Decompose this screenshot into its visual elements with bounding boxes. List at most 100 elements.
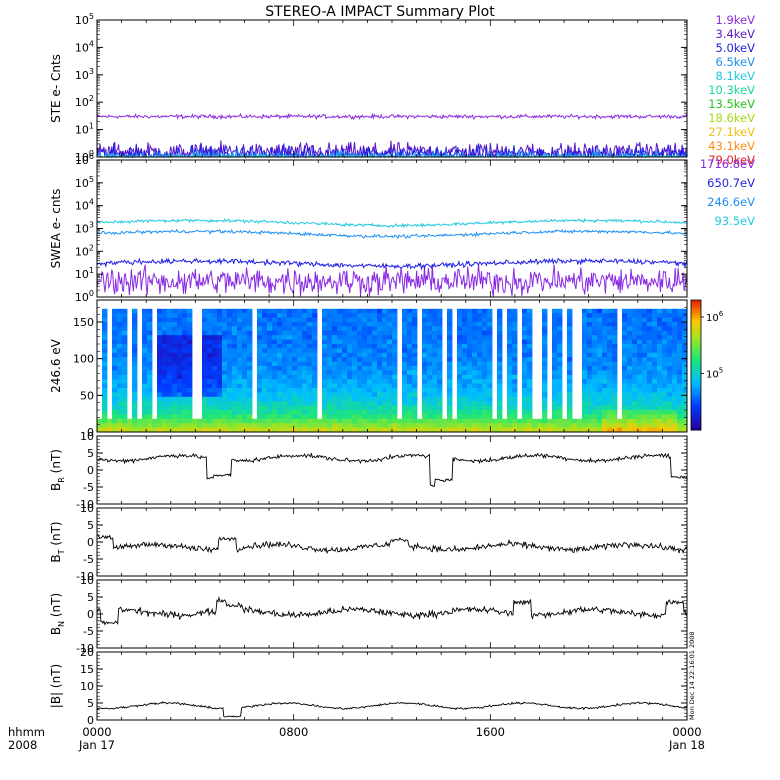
spectrogram-cell	[377, 317, 383, 323]
spectrogram-cell	[567, 392, 573, 398]
spectrogram-cell	[507, 330, 513, 336]
spectrogram-cell	[567, 396, 573, 402]
spectrogram-cell	[587, 401, 593, 406]
spectrogram-cell	[652, 401, 658, 406]
spectrogram-cell	[407, 388, 413, 393]
spectrogram-cell	[367, 317, 373, 323]
spectrogram-cell	[217, 388, 223, 393]
spectrogram-cell	[457, 326, 463, 332]
spectrogram-cell	[507, 396, 513, 402]
spectrogram-cell	[342, 348, 348, 354]
spectrogram-cell	[422, 330, 428, 336]
spectrogram-cell	[267, 317, 273, 323]
spectrogram-cell	[187, 313, 193, 318]
spectrogram-cell	[202, 370, 208, 376]
spectrogram-cell	[142, 396, 148, 402]
spectrogram-cell	[612, 366, 618, 371]
spectrogram-cell	[327, 379, 333, 384]
spectrogram-cell	[282, 322, 288, 327]
spectrogram-cell	[187, 326, 193, 332]
spectrogram-cell	[227, 308, 233, 314]
spectrogram-cell	[112, 344, 118, 349]
spectrogram-cell	[647, 326, 653, 332]
spectrogram-cell	[462, 396, 468, 402]
spectrogram-cell	[257, 414, 263, 420]
spectrogram-cell	[202, 361, 208, 367]
spectrogram-cell	[102, 352, 108, 358]
spectrogram-cell	[367, 330, 373, 336]
spectrogram-cell	[682, 313, 688, 318]
spectrogram-cell	[282, 330, 288, 336]
spectrogram-cell	[262, 388, 268, 393]
spectrogram-cell	[232, 322, 238, 327]
spectrogram-cell	[112, 352, 118, 358]
spectrogram-cell	[487, 339, 493, 345]
spectrogram-cell	[487, 352, 493, 358]
spectrogram-cell	[472, 427, 478, 433]
spectrogram-cell	[447, 427, 453, 433]
spectrogram-cell	[412, 366, 418, 371]
spectrogram-cell	[177, 383, 183, 389]
spectrogram-cell	[382, 361, 388, 367]
spectrogram-cell	[677, 322, 683, 327]
spectrogram-cell	[472, 339, 478, 345]
spectrogram-cell	[302, 357, 308, 362]
spectrogram-cell	[597, 335, 603, 340]
spectrogram-cell	[392, 370, 398, 376]
spectrogram-cell	[587, 308, 593, 314]
spectrogram-cell	[607, 322, 613, 327]
spectrogram-cell	[352, 374, 358, 380]
spectrogram-cell	[277, 361, 283, 367]
spectrogram-cell	[482, 388, 488, 393]
spectrogram-cell	[312, 357, 318, 362]
spectrogram-cell	[232, 335, 238, 340]
spectrogram-cell	[587, 383, 593, 389]
spectrogram-cell	[407, 317, 413, 323]
spectrogram-cell	[237, 322, 243, 327]
spectrogram-cell	[332, 330, 338, 336]
spectrogram-cell	[427, 388, 433, 393]
spectrogram-cell	[392, 326, 398, 332]
spectrogram-cell	[307, 410, 313, 415]
spectrogram-cell	[467, 370, 473, 376]
spectrogram-cell	[127, 427, 133, 433]
spectrogram-cell	[262, 401, 268, 406]
spectrogram-cell	[682, 330, 688, 336]
spectrogram-cell	[432, 414, 438, 420]
spectrogram-cell	[652, 317, 658, 323]
spectrogram-cell	[512, 330, 518, 336]
spectrogram-cell	[292, 410, 298, 415]
spectrogram-cell	[187, 335, 193, 340]
spectrogram-cell	[147, 326, 153, 332]
spectrogram-cell	[472, 396, 478, 402]
spectrogram-cell	[372, 392, 378, 398]
spectrogram-cell	[392, 357, 398, 362]
spectrogram-cell	[167, 379, 173, 384]
spectrogram-cell	[402, 423, 408, 428]
spectrogram-cell	[127, 418, 133, 424]
spectrogram-cell	[262, 396, 268, 402]
spectrogram-cell	[662, 339, 668, 345]
spectrogram-cell	[247, 418, 253, 424]
spectrogram-cell	[212, 374, 218, 380]
spectrogram-cell	[567, 308, 573, 314]
spectrogram-cell	[277, 352, 283, 358]
spectrogram-cell	[357, 357, 363, 362]
spectrogram-cell	[142, 405, 148, 411]
spectrogram-cell	[257, 401, 263, 406]
spectrogram-cell	[352, 427, 358, 433]
spectrogram-cell	[302, 388, 308, 393]
spectrogram-cell	[582, 313, 588, 318]
spectrogram-cell	[322, 339, 328, 345]
spectrogram-cell	[367, 348, 373, 354]
spectrogram-cell	[402, 370, 408, 376]
spectrogram-cell	[147, 357, 153, 362]
spectrogram-cell	[557, 379, 563, 384]
spectrogram-cell	[307, 401, 313, 406]
spectrogram-cell	[432, 352, 438, 358]
spectrogram-cell	[632, 308, 638, 314]
spectrogram-cell	[297, 352, 303, 358]
spectrogram-cell	[627, 423, 633, 428]
spectrogram-cell	[557, 352, 563, 358]
spectrogram-cell	[447, 392, 453, 398]
